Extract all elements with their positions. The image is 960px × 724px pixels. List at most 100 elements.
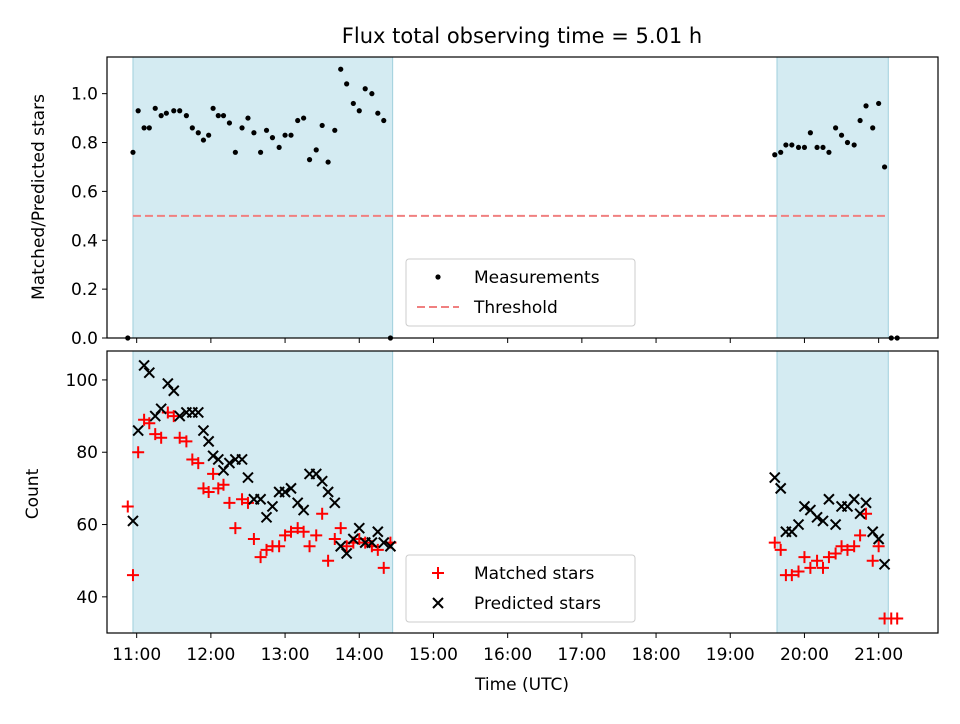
top-ytick-label: 0.2 bbox=[71, 280, 98, 300]
matched-star-point bbox=[173, 431, 186, 444]
predicted-star-point bbox=[297, 504, 310, 516]
predicted-star-point bbox=[329, 497, 341, 509]
predicted-star-point bbox=[207, 450, 219, 462]
measurement-point bbox=[215, 113, 221, 119]
measurement-point bbox=[319, 122, 325, 129]
matched-star-point bbox=[167, 410, 180, 423]
matched-star-point bbox=[303, 540, 316, 553]
bottom-xtick-label: 15:00 bbox=[409, 645, 458, 665]
legend-predicted-label: Predicted stars bbox=[474, 594, 601, 614]
measurement-point bbox=[325, 159, 331, 165]
matched-star-point bbox=[310, 529, 323, 542]
measurement-point bbox=[152, 105, 158, 111]
predicted-star-point bbox=[132, 424, 144, 437]
legend-predicted-marker bbox=[432, 597, 444, 609]
measurement-point bbox=[332, 127, 338, 133]
predicted-star-point bbox=[848, 493, 860, 505]
predicted-star-point bbox=[242, 471, 254, 484]
predicted-star-point bbox=[127, 515, 139, 527]
measurement-point bbox=[226, 120, 233, 126]
matched-star-point bbox=[229, 522, 242, 535]
measurement-point bbox=[189, 125, 195, 131]
bottom-legend: Matched stars Predicted stars bbox=[405, 554, 636, 623]
matched-star-point bbox=[297, 525, 310, 538]
measurement-point bbox=[141, 125, 147, 131]
measurement-point bbox=[135, 108, 141, 114]
measurement-point bbox=[130, 149, 136, 155]
matched-star-point bbox=[774, 543, 787, 556]
predicted-star-point bbox=[202, 435, 215, 448]
matched-star-point bbox=[223, 496, 236, 509]
predicted-star-point bbox=[829, 518, 842, 531]
legend-matched-label: Matched stars bbox=[474, 564, 594, 584]
measurement-point bbox=[778, 149, 784, 155]
matched-star-point bbox=[841, 543, 854, 556]
predicted-star-point bbox=[792, 518, 805, 531]
top-panel-windows bbox=[132, 56, 889, 339]
bottom-panel-frame bbox=[106, 350, 939, 634]
matched-star-point bbox=[202, 486, 215, 498]
measurement-point bbox=[269, 135, 276, 141]
measurement-point bbox=[381, 117, 387, 124]
predicted-star-point bbox=[316, 475, 328, 487]
measurement-point bbox=[795, 144, 802, 151]
bottom-ytick-label: 100 bbox=[66, 371, 98, 391]
bottom-xtick-label: 17:00 bbox=[557, 645, 606, 665]
legend-measurements-label: Measurements bbox=[474, 268, 600, 288]
predicted-star-point bbox=[266, 500, 279, 513]
predicted-star-point bbox=[168, 385, 180, 397]
measurement-point bbox=[313, 147, 319, 153]
predicted-star-point bbox=[347, 533, 360, 545]
matched-star-point bbox=[816, 561, 829, 574]
measurement-point bbox=[200, 137, 207, 143]
measurement-point bbox=[158, 113, 164, 119]
measurement-point bbox=[163, 110, 169, 116]
measurement-point bbox=[870, 125, 876, 131]
matched-star-point bbox=[247, 533, 260, 545]
matched-star-point bbox=[872, 540, 885, 553]
matched-star-point bbox=[126, 569, 139, 582]
bottom-xtick-label: 12:00 bbox=[186, 645, 235, 665]
measurement-point bbox=[783, 142, 789, 148]
measurement-point bbox=[344, 81, 350, 87]
matched-star-point bbox=[848, 540, 861, 553]
predicted-star-point bbox=[236, 453, 248, 466]
bottom-panel-axes: 11:00 12:00 13:00 14:00 15:00 16:00 17:00 18:00… bbox=[66, 371, 904, 665]
matched-star-point bbox=[340, 540, 353, 553]
matched-star-point bbox=[829, 547, 842, 560]
measurement-point bbox=[820, 144, 826, 151]
measurement-point bbox=[851, 142, 857, 148]
measurement-point bbox=[276, 144, 282, 151]
measurement-point bbox=[183, 113, 189, 119]
bottom-ytick-label: 40 bbox=[76, 588, 98, 608]
matched-star-point bbox=[785, 569, 798, 582]
top-legend: Measurements Threshold bbox=[405, 258, 636, 327]
measurement-point bbox=[826, 149, 832, 155]
matched-star-point bbox=[328, 533, 341, 545]
matched-star-point bbox=[180, 435, 193, 448]
measurement-point bbox=[206, 132, 212, 138]
predicted-star-point bbox=[384, 540, 397, 552]
matched-star-point bbox=[285, 525, 298, 538]
matched-star-point bbox=[121, 500, 134, 513]
measurement-point bbox=[251, 130, 257, 136]
matched-star-point bbox=[254, 551, 267, 564]
measurement-point bbox=[239, 125, 245, 131]
legend-threshold-label: Threshold bbox=[473, 298, 558, 318]
bottom-panel-marks bbox=[121, 359, 904, 625]
measurement-point bbox=[220, 113, 227, 119]
measurement-point bbox=[288, 132, 294, 138]
top-ytick-label: 0.0 bbox=[71, 329, 98, 349]
predicted-star-point bbox=[322, 486, 334, 498]
predicted-star-point bbox=[353, 522, 365, 534]
matched-star-point bbox=[798, 551, 811, 564]
predicted-star-point bbox=[798, 500, 811, 513]
measurement-point bbox=[282, 132, 288, 138]
matched-star-point bbox=[891, 612, 904, 625]
measurement-point bbox=[171, 108, 177, 114]
matched-star-point bbox=[811, 554, 824, 567]
matched-star-point bbox=[207, 467, 220, 480]
measurement-point bbox=[881, 164, 888, 170]
matched-star-point bbox=[322, 554, 335, 567]
